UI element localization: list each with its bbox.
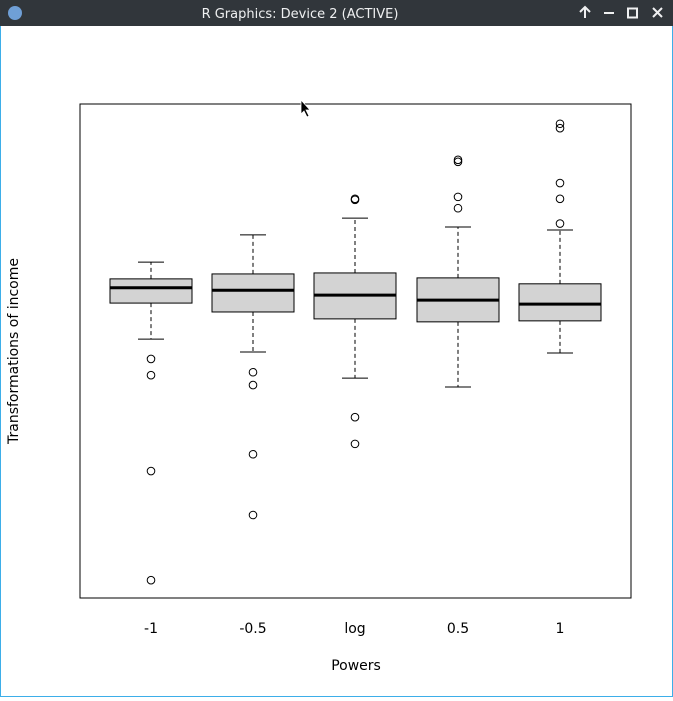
x-axis-label: Powers	[331, 658, 381, 674]
window-title: R Graphics: Device 2 (ACTIVE)	[202, 7, 399, 22]
outlier	[453, 157, 463, 167]
outlier	[555, 119, 565, 129]
close-button[interactable]	[652, 7, 663, 18]
outlier	[453, 192, 463, 202]
x-tick-label: -1	[144, 621, 158, 637]
title-bar: R Graphics: Device 2 (ACTIVE)	[0, 0, 673, 26]
outlier	[555, 194, 565, 204]
outlier	[248, 367, 258, 377]
outlier	[146, 354, 156, 364]
outlier	[248, 449, 258, 459]
outlier	[248, 510, 258, 520]
box	[109, 278, 193, 304]
keep-above-button[interactable]	[579, 5, 591, 18]
outlier	[555, 219, 565, 228]
maximize-button[interactable]	[627, 7, 638, 19]
x-tick-label: -0.5	[239, 621, 266, 637]
outlier	[248, 380, 258, 390]
outlier	[350, 412, 360, 422]
x-tick-label: 1	[556, 621, 565, 637]
outlier	[146, 575, 156, 585]
plot-frame	[79, 103, 632, 599]
outlier	[350, 195, 360, 205]
box	[211, 273, 295, 313]
y-axis-label: Transformations of income	[6, 258, 22, 445]
outlier	[350, 439, 360, 449]
outlier	[146, 466, 156, 476]
x-tick-label: log	[344, 621, 365, 637]
title-bar-bg	[0, 0, 673, 26]
x-tick-label: 0.5	[447, 621, 469, 637]
app-icon	[8, 6, 22, 20]
outlier	[555, 123, 565, 133]
mouse-cursor	[300, 98, 311, 118]
outlier	[146, 370, 156, 380]
outlier	[453, 203, 463, 213]
box	[518, 283, 602, 322]
outlier	[555, 178, 565, 188]
